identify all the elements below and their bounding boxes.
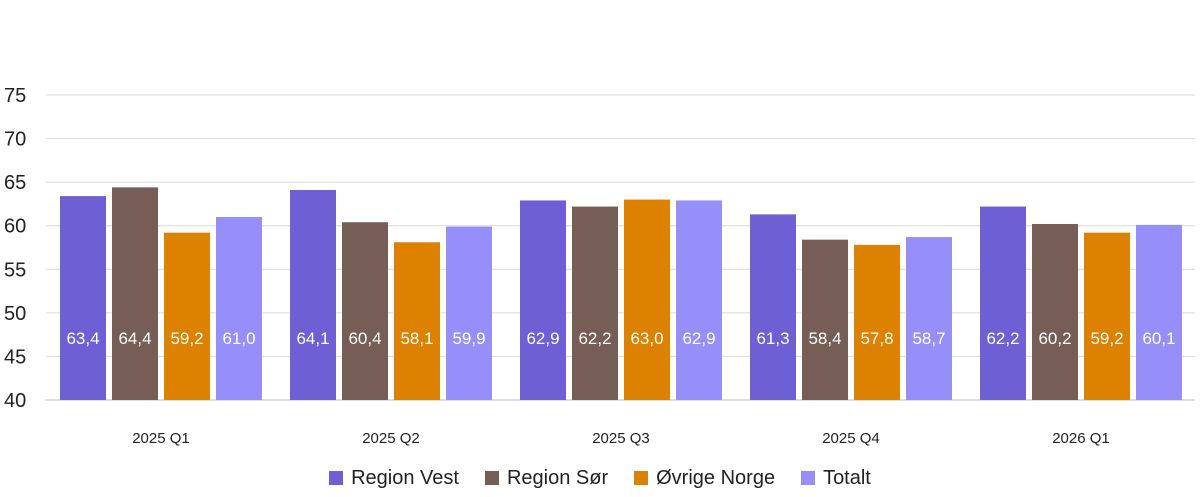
bar	[394, 242, 440, 400]
legend-item: Region Sør	[484, 466, 609, 490]
bar	[342, 222, 388, 400]
legend-item: Øvrige Norge	[634, 466, 775, 490]
legend-swatch	[329, 471, 344, 485]
bar	[854, 244, 900, 400]
bar	[802, 239, 848, 400]
x-category-label: 2025 Q2	[362, 430, 420, 447]
bar-data-label: 64,1	[296, 329, 329, 348]
y-tick-label: 45	[4, 346, 26, 368]
y-tick-label: 60	[4, 216, 26, 238]
legend-label: Totalt	[823, 467, 871, 489]
bar-data-label: 60,1	[1142, 329, 1175, 348]
bar-data-label: 59,9	[452, 329, 485, 348]
bar-data-label: 58,4	[808, 329, 841, 348]
x-axis-categories: 2025 Q1 2025 Q2 2025 Q3 2025 Q4 2026 Q1	[132, 430, 1110, 447]
bar-data-label: 63,0	[630, 329, 663, 348]
bar	[980, 206, 1026, 400]
bar	[446, 226, 492, 400]
bar	[906, 237, 952, 400]
bar-data-label: 58,7	[912, 329, 945, 348]
y-tick-label: 70	[4, 129, 26, 151]
bar	[164, 232, 210, 400]
bar	[112, 187, 158, 400]
bar	[676, 200, 722, 400]
bar-data-label: 61,3	[756, 329, 789, 348]
legend-item: Totalt	[801, 466, 871, 490]
legend-swatch	[484, 471, 499, 485]
bar	[572, 206, 618, 400]
bar	[290, 189, 336, 400]
bar	[1136, 224, 1182, 400]
y-axis-ticks: 40 45 50 55 60 65 70 75	[4, 85, 26, 412]
legend-label: Region Sør	[506, 467, 609, 489]
y-tick-label: 55	[4, 259, 26, 281]
bar	[1032, 223, 1078, 400]
bar-data-label: 59,2	[170, 329, 203, 348]
bar-data-label: 62,2	[986, 329, 1019, 348]
y-tick-label: 75	[4, 85, 26, 107]
bar-chart: 40 45 50 55 60 65 70 75 63,4 64,4 59,2 61,0 64,1 60,…	[4, 85, 1195, 447]
bar	[520, 200, 566, 400]
x-category-label: 2025 Q3	[592, 430, 650, 447]
legend-swatch	[634, 471, 649, 485]
legend-label: Øvrige Norge	[656, 467, 776, 489]
x-category-label: 2025 Q4	[822, 430, 880, 447]
bar-data-label: 60,4	[348, 329, 381, 348]
y-tick-label: 65	[4, 172, 26, 194]
y-tick-label: 40	[4, 390, 26, 412]
bar-data-label: 62,2	[578, 329, 611, 348]
legend-item: Region Vest	[329, 466, 459, 490]
bar	[624, 199, 670, 400]
bar	[1084, 232, 1130, 400]
bar-data-label: 62,9	[682, 329, 715, 348]
bar-data-label: 62,9	[526, 329, 559, 348]
bar-data-label: 61,0	[222, 329, 255, 348]
y-tick-label: 50	[4, 303, 26, 325]
bar-data-label: 64,4	[118, 329, 151, 348]
legend-swatch	[801, 471, 816, 485]
bar-data-label: 58,1	[400, 329, 433, 348]
bar-data-label: 57,8	[860, 329, 893, 348]
legend: Region Vest Region Sør Øvrige Norge Totalt	[0, 466, 1200, 490]
bar-data-label: 60,2	[1038, 329, 1071, 348]
legend-label: Region Vest	[351, 467, 459, 489]
bar-data-label: 59,2	[1090, 329, 1123, 348]
x-category-label: 2026 Q1	[1052, 430, 1110, 447]
bar	[60, 196, 106, 400]
bar	[750, 214, 796, 400]
bars: 63,4 64,4 59,2 61,0 64,1 60,4 58,1 59,9 62,9 62,2…	[60, 187, 1182, 400]
bar	[216, 217, 262, 400]
bar-data-label: 63,4	[66, 329, 99, 348]
x-category-label: 2025 Q1	[132, 430, 190, 447]
